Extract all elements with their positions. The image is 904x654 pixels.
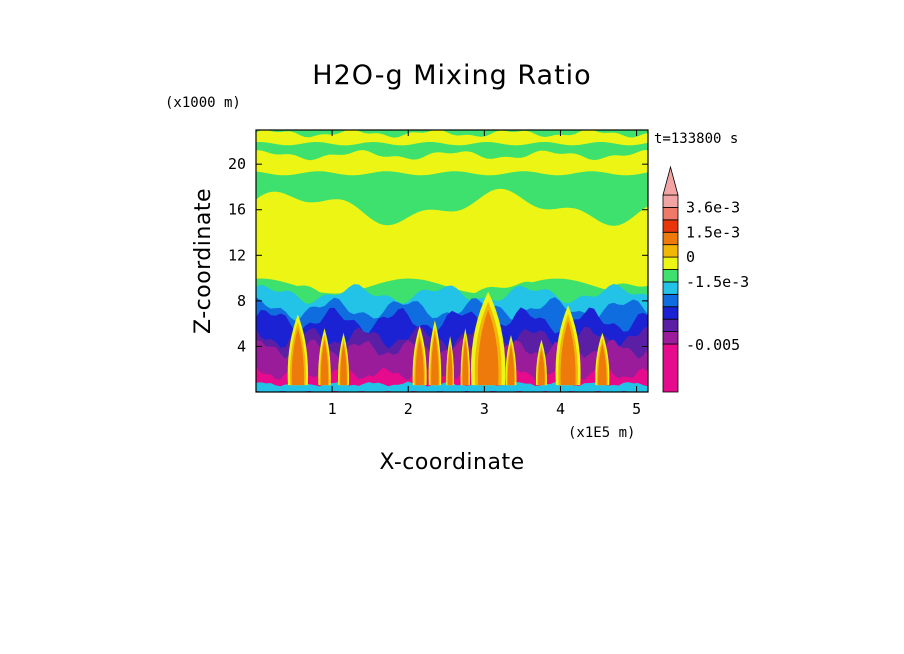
contour-field: [256, 130, 648, 392]
colorbar-band: [662, 293, 679, 308]
colorbar-band: [662, 244, 679, 258]
convective-plume: [447, 346, 453, 386]
y-tick-label: 16: [228, 201, 246, 219]
convective-plume: [462, 339, 469, 386]
y-axis-label: Z-coordinate: [191, 188, 216, 334]
colorbar-label: 1.5e-3: [686, 223, 740, 241]
y-tick-label: 4: [237, 337, 246, 355]
colorbar-band: [662, 269, 679, 283]
y-tick-label: 20: [228, 155, 246, 173]
time-label: t=133800 s: [654, 131, 738, 147]
convective-plume: [431, 333, 439, 386]
convective-plume: [477, 309, 499, 386]
convective-plume: [340, 343, 347, 386]
upper-layer-strip: [256, 150, 648, 176]
x-tick-label: 2: [404, 400, 413, 418]
colorbar-label: -0.005: [686, 336, 740, 354]
x-tick-label: 1: [328, 400, 337, 418]
convective-plume: [560, 321, 576, 386]
colorbar: 3.6e-3 1.5e-3 0 -1.5e-3 -0.005: [662, 165, 749, 393]
colorbar-band: [662, 194, 679, 208]
y-axis-ticks: 4 8 12 16 20: [228, 155, 648, 355]
colorbar-band: [662, 219, 679, 233]
x-tick-label: 3: [480, 400, 489, 418]
convective-plume: [320, 339, 329, 386]
colorbar-label: 0: [686, 248, 695, 266]
x-tick-label: 5: [632, 400, 641, 418]
ground-strip: [256, 381, 648, 392]
x-axis-ticks: 1 2 3 4 5: [328, 130, 641, 418]
convective-plume: [507, 345, 515, 386]
convective-plume: [415, 337, 424, 386]
x-tick-label: 4: [556, 400, 565, 418]
colorbar-label: 3.6e-3: [686, 198, 740, 216]
top-layer-strip: [256, 130, 648, 146]
chart-title: H2O-g Mixing Ratio: [312, 60, 591, 91]
upper-moist-region: [256, 188, 648, 294]
colorbar-band: [662, 306, 679, 320]
colorbar-band: [662, 318, 679, 332]
convective-plume: [598, 343, 607, 386]
colorbar-band: [662, 343, 679, 393]
colorbar-band: [662, 231, 679, 246]
y-tick-label: 12: [228, 246, 246, 264]
y-tick-label: 8: [237, 292, 246, 310]
colorbar-arrow: [662, 165, 679, 196]
convective-plume: [538, 349, 545, 386]
convective-plume: [291, 328, 304, 386]
colorbar-band: [662, 281, 679, 295]
colorbar-band: [662, 256, 679, 270]
colorbar-band: [662, 331, 679, 345]
x-axis-label: X-coordinate: [379, 450, 524, 475]
colorbar-label: -1.5e-3: [686, 273, 749, 291]
x-unit-label: (x1E5 m): [568, 425, 635, 441]
colorbar-band: [662, 207, 679, 221]
plot-frame: [255, 129, 649, 393]
y-unit-label: (x1000 m): [165, 95, 241, 111]
